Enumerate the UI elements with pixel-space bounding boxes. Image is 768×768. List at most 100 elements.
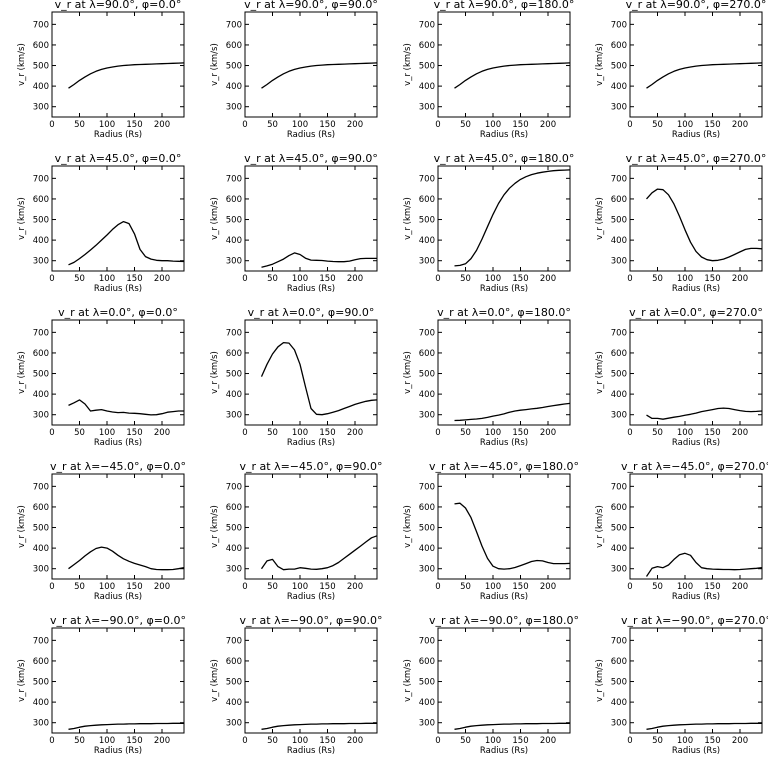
x-tick-label: 200 [154, 582, 170, 592]
y-tick-label: 400 [33, 236, 49, 246]
y-axis-label: v_r (km/s) [595, 43, 605, 86]
x-tick-label: 0 [435, 582, 440, 592]
series-line [454, 62, 571, 89]
y-tick-label: 300 [611, 719, 627, 729]
x-tick-label: 50 [74, 428, 85, 438]
x-tick-label: 200 [540, 428, 556, 438]
y-tick-label: 400 [226, 236, 242, 246]
y-axis-label: v_r (km/s) [595, 351, 605, 394]
y-tick-label: 300 [33, 565, 49, 575]
y-tick-label: 400 [419, 82, 435, 92]
y-axis-label: v_r (km/s) [403, 659, 413, 702]
x-tick-label: 0 [435, 120, 440, 130]
y-tick-label: 300 [611, 565, 627, 575]
x-axis-label: Radius (Rs) [672, 438, 720, 448]
x-axis-label: Radius (Rs) [672, 130, 720, 140]
series-line [261, 252, 377, 268]
x-axis-label: Radius (Rs) [287, 130, 335, 140]
x-tick-label: 200 [540, 274, 556, 284]
x-tick-label: 100 [99, 120, 115, 130]
x-tick-label: 100 [677, 736, 693, 746]
y-axis-label: v_r (km/s) [403, 43, 413, 86]
plot-frame [629, 473, 763, 580]
y-tick-label: 600 [419, 195, 435, 205]
y-tick-label: 400 [226, 698, 242, 708]
x-tick-label: 50 [652, 274, 663, 284]
panel-title: v_r at λ=−90.0°, φ=270.0° [621, 614, 768, 627]
y-tick-label: 400 [611, 698, 627, 708]
x-tick-label: 150 [512, 274, 528, 284]
y-tick-label: 300 [419, 719, 435, 729]
panel-title: v_r at λ=90.0°, φ=0.0° [55, 0, 182, 11]
x-tick-label: 50 [652, 428, 663, 438]
x-tick-label: 50 [460, 120, 471, 130]
y-tick-label: 700 [611, 328, 627, 338]
x-axis-label: Radius (Rs) [94, 592, 142, 602]
x-axis-label: Radius (Rs) [480, 438, 528, 448]
panel-2: v_r at λ=90.0°, φ=90.0° 0 50 100 150 200 300 40… [210, 0, 378, 140]
x-tick-label: 150 [126, 428, 142, 438]
y-tick-label: 300 [226, 719, 242, 729]
x-tick-label: 100 [485, 736, 501, 746]
y-axis-label: v_r (km/s) [403, 351, 413, 394]
y-tick-label: 700 [226, 174, 242, 184]
plot-frame [629, 11, 763, 118]
y-tick-label: 600 [226, 195, 242, 205]
x-tick-label: 150 [126, 120, 142, 130]
panel-11: v_r at λ=0.0°, φ=180.0° 0 50 100 150 200 300 40… [403, 306, 571, 448]
x-tick-label: 50 [74, 120, 85, 130]
y-axis-label: v_r (km/s) [17, 505, 27, 548]
y-axis-label: v_r (km/s) [210, 505, 220, 548]
x-tick-label: 100 [485, 582, 501, 592]
panel-title: v_r at λ=0.0°, φ=270.0° [629, 306, 763, 319]
x-tick-label: 50 [652, 120, 663, 130]
x-tick-label: 50 [460, 274, 471, 284]
series-line [260, 341, 378, 416]
panel-13: v_r at λ=−45.0°, φ=0.0° 0 50 100 150 200 300 40… [17, 460, 186, 602]
y-tick-label: 400 [33, 698, 49, 708]
y-tick-label: 300 [226, 103, 242, 113]
y-axis-label: v_r (km/s) [403, 197, 413, 240]
y-tick-label: 600 [226, 349, 242, 359]
y-tick-label: 400 [611, 390, 627, 400]
y-tick-label: 400 [611, 82, 627, 92]
x-tick-label: 0 [49, 428, 54, 438]
y-tick-label: 400 [33, 82, 49, 92]
x-tick-label: 200 [540, 582, 556, 592]
y-tick-label: 700 [611, 174, 627, 184]
x-axis-label: Radius (Rs) [480, 130, 528, 140]
panel-title: v_r at λ=−45.0°, φ=90.0° [240, 460, 383, 473]
y-tick-label: 700 [611, 636, 627, 646]
y-tick-label: 600 [226, 657, 242, 667]
x-tick-label: 150 [126, 582, 142, 592]
y-tick-label: 300 [226, 257, 242, 267]
y-tick-label: 700 [419, 174, 435, 184]
y-tick-label: 300 [419, 103, 435, 113]
x-tick-label: 50 [652, 582, 663, 592]
series-line [645, 552, 763, 577]
y-tick-label: 600 [33, 503, 49, 513]
y-axis-label: v_r (km/s) [210, 351, 220, 394]
x-tick-label: 150 [512, 428, 528, 438]
y-axis-label: v_r (km/s) [17, 43, 27, 86]
panel-3: v_r at λ=90.0°, φ=180.0° 0 50 100 150 200 300 4… [403, 0, 574, 140]
panel-14: v_r at λ=−45.0°, φ=90.0° 0 50 100 150 200 300 4… [210, 460, 382, 602]
panel-title: v_r at λ=−90.0°, φ=180.0° [429, 614, 579, 627]
x-tick-label: 100 [99, 736, 115, 746]
y-tick-label: 600 [419, 657, 435, 667]
y-tick-label: 500 [611, 370, 627, 380]
y-tick-label: 300 [419, 411, 435, 421]
panel-9: v_r at λ=0.0°, φ=0.0° 0 50 100 150 200 300 400 5… [17, 306, 185, 448]
x-tick-label: 200 [732, 736, 748, 746]
x-tick-label: 200 [732, 582, 748, 592]
panel-title: v_r at λ=0.0°, φ=0.0° [58, 306, 178, 319]
y-tick-label: 700 [611, 482, 627, 492]
y-tick-label: 600 [33, 195, 49, 205]
y-tick-label: 400 [226, 544, 242, 554]
x-tick-label: 100 [292, 274, 308, 284]
series-line [454, 722, 570, 730]
series-line [68, 62, 185, 89]
y-tick-label: 400 [419, 544, 435, 554]
x-axis-label: Radius (Rs) [672, 592, 720, 602]
series-line [261, 722, 377, 730]
